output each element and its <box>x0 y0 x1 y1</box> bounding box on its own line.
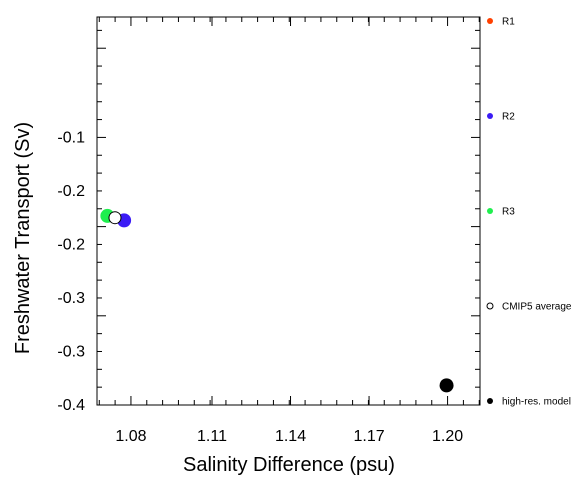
y-tick-label: -0.3 <box>57 343 85 360</box>
x-tick-label: 1.14 <box>275 428 306 445</box>
y-tick-label: -0.4 <box>57 397 85 414</box>
x-tick-label: 1.17 <box>353 428 384 445</box>
data-points <box>100 208 454 393</box>
legend-marker <box>486 302 494 310</box>
legend-label: R1 <box>502 17 515 28</box>
y-axis-title: Freshwater Transport (Sv) <box>12 122 34 354</box>
axis-ticks <box>97 17 480 406</box>
legend-label: CMIP5 average <box>502 302 572 313</box>
legend-marker <box>487 113 493 119</box>
point-high-res-model <box>439 378 454 393</box>
legend: R1 R2 R3 CMIP5 average high-res. model <box>486 17 572 408</box>
x-tick-label: 1.08 <box>115 428 146 445</box>
x-axis-title: Salinity Difference (psu) <box>183 454 395 476</box>
point-cmip5-average <box>108 211 122 225</box>
y-tick-labels: -0.1 -0.2 -0.2 -0.3 -0.3 -0.4 <box>57 129 85 414</box>
x-tick-label: 1.20 <box>432 428 463 445</box>
y-tick-label: -0.3 <box>57 290 85 307</box>
y-tick-label: -0.1 <box>57 129 85 146</box>
legend-marker <box>487 18 493 24</box>
x-tick-labels: 1.08 1.11 1.14 1.17 1.20 <box>115 428 463 445</box>
legend-label: R3 <box>502 207 515 218</box>
plot-frame <box>96 16 481 406</box>
x-tick-label: 1.11 <box>197 428 227 445</box>
legend-marker <box>487 208 493 214</box>
y-tick-label: -0.2 <box>57 183 85 200</box>
legend-label: high-res. model <box>502 397 571 408</box>
legend-label: R2 <box>502 112 515 123</box>
y-tick-label: -0.2 <box>57 236 85 253</box>
legend-marker <box>487 398 493 404</box>
